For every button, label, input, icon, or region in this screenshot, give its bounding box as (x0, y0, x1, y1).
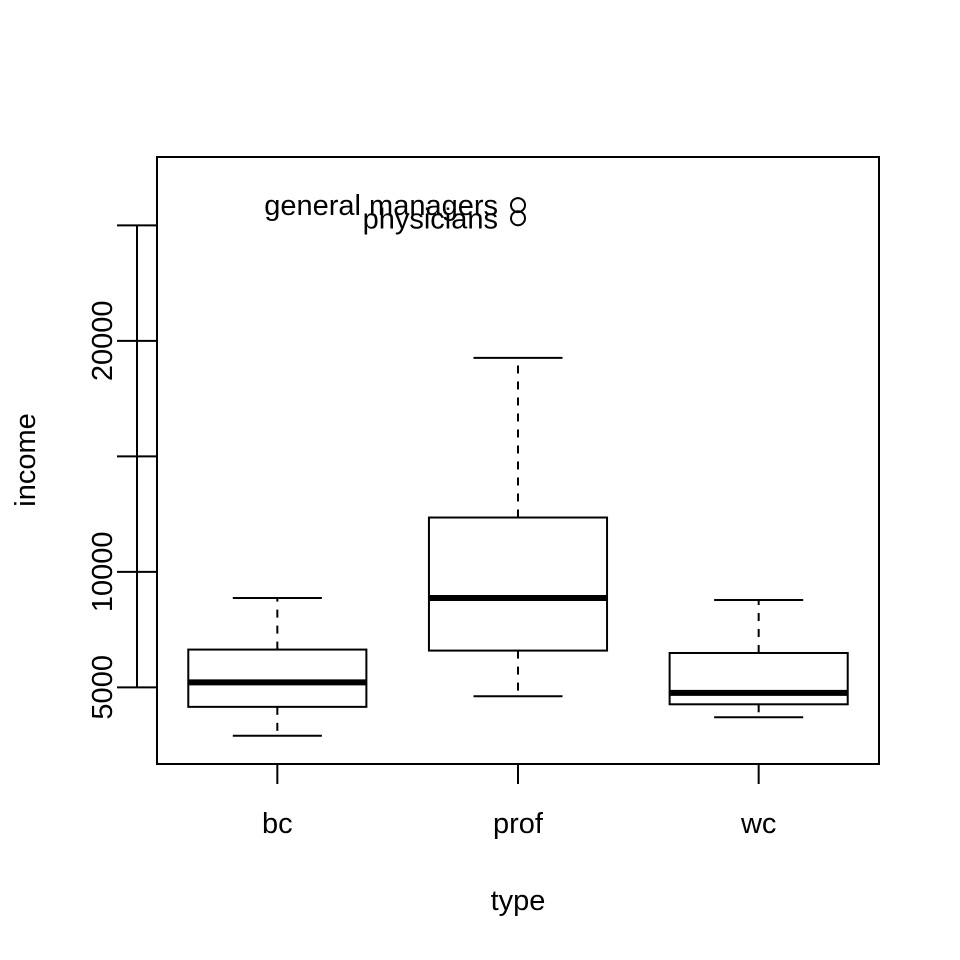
x-axis-title: type (491, 885, 546, 917)
iqr-box (187, 648, 368, 708)
x-tick-label: bc (262, 808, 293, 840)
outlier-label: physicians (363, 203, 498, 235)
x-tick-label: prof (493, 808, 544, 840)
iqr-box (427, 516, 609, 652)
x-axis: bc prof wc (262, 764, 776, 840)
y-tick-label: 5000 (87, 655, 119, 720)
outlier-point (510, 210, 526, 227)
y-tick-label: 20000 (87, 301, 119, 382)
box-wc (668, 599, 849, 719)
outlier-label: general managers (264, 190, 498, 222)
x-tick-label: wc (740, 808, 776, 840)
y-axis: 5000 10000 20000 (87, 224, 157, 720)
y-tick-label: 10000 (87, 532, 119, 613)
y-axis-title: income (10, 413, 42, 507)
boxes (187, 356, 849, 737)
box-prof (427, 356, 609, 698)
box-bc (187, 597, 368, 737)
outlier-point (510, 197, 526, 214)
iqr-box (668, 651, 849, 706)
